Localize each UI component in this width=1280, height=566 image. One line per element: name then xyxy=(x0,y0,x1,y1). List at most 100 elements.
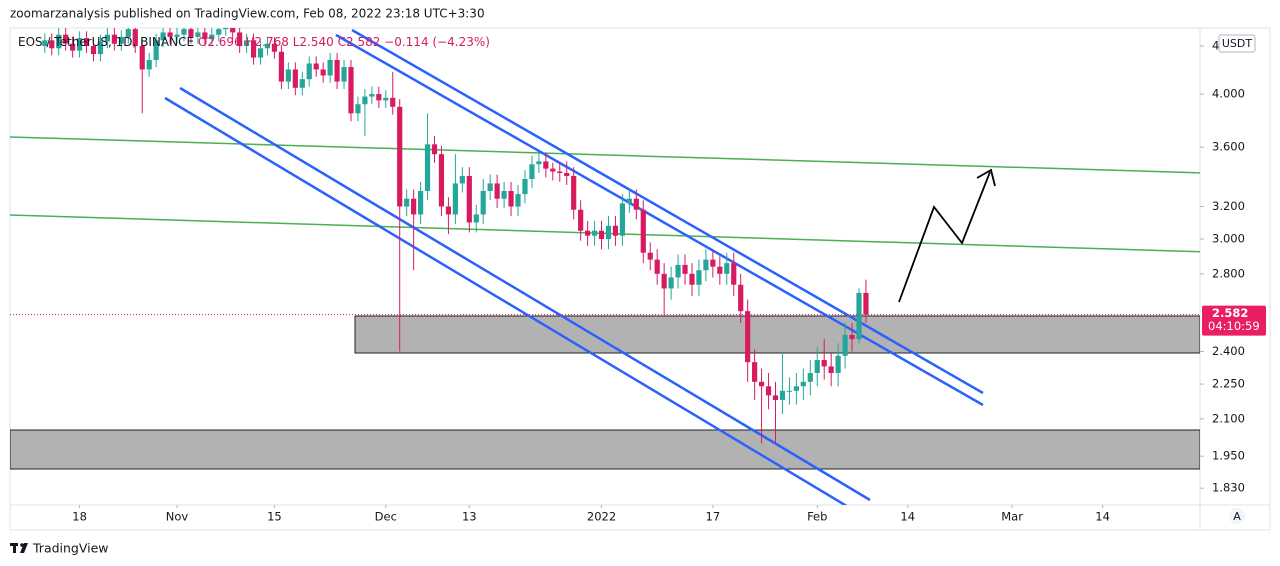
candle-body xyxy=(557,171,563,174)
candle-body xyxy=(529,164,535,179)
candle-body xyxy=(522,178,528,195)
candle-body xyxy=(376,94,382,101)
y-tick-label: 2.800 xyxy=(1212,266,1245,280)
candle-body xyxy=(90,46,97,55)
candle-body xyxy=(341,67,347,82)
zone xyxy=(354,315,1200,354)
candle-body xyxy=(327,59,333,76)
candle-body xyxy=(216,29,222,35)
candle-body xyxy=(696,270,702,285)
x-tick-label: Mar xyxy=(1001,510,1023,524)
candle-body xyxy=(299,79,305,88)
candle-body xyxy=(758,381,765,387)
candle-body xyxy=(661,273,667,289)
candle-body xyxy=(56,34,62,49)
candle-body xyxy=(536,161,542,165)
frame xyxy=(9,27,1271,531)
candle-body xyxy=(473,214,479,223)
candle-body xyxy=(765,386,772,396)
x-tick-label: 15 xyxy=(267,510,282,524)
legend-low: L2.540 xyxy=(293,35,334,49)
candle-body xyxy=(118,36,124,44)
y-tick-label: 2.250 xyxy=(1212,377,1245,391)
candle-body xyxy=(842,334,848,356)
candle-body xyxy=(487,183,493,192)
footer-brand: TradingView xyxy=(32,541,109,556)
candle-body xyxy=(807,372,813,382)
x-tick-label: 13 xyxy=(462,510,477,524)
candle-body xyxy=(438,154,445,207)
y-tick-label: 3.600 xyxy=(1212,140,1245,154)
candle-body xyxy=(647,252,653,260)
candle-body xyxy=(424,144,431,192)
y-tick-label: 3.200 xyxy=(1212,199,1245,213)
auto-scale-button[interactable] xyxy=(1229,508,1245,524)
candle-body xyxy=(779,390,786,400)
y-tick-label: 4.000 xyxy=(1212,87,1245,101)
channel-line xyxy=(351,28,984,395)
candle-body xyxy=(285,69,291,82)
candle-body xyxy=(160,32,166,41)
candle-body xyxy=(738,284,744,312)
x-tick-label: Feb xyxy=(807,510,827,524)
candle-body xyxy=(306,63,312,80)
logo xyxy=(10,543,28,553)
candle-body xyxy=(828,366,834,373)
candle-body xyxy=(501,191,507,199)
logo-mark xyxy=(20,543,28,553)
candle-body xyxy=(411,198,417,215)
candle-body xyxy=(355,104,361,114)
candle-body xyxy=(174,34,180,37)
candle-body xyxy=(397,106,403,207)
candle-body xyxy=(772,395,779,400)
projection-arrow xyxy=(898,171,991,303)
legend-change: −0.114 (−4.23%) xyxy=(384,35,490,49)
candle-body xyxy=(835,355,841,373)
candle-body xyxy=(209,34,215,40)
candle-body xyxy=(480,191,486,215)
candle-body xyxy=(181,29,187,35)
candle-body xyxy=(167,32,173,37)
candle-body xyxy=(195,32,201,37)
candle-body xyxy=(654,259,660,274)
candle-body xyxy=(578,209,584,231)
channel-line xyxy=(335,33,984,407)
y-tick-label: 3.000 xyxy=(1212,232,1245,246)
candle-body xyxy=(710,259,716,267)
candle-body xyxy=(383,97,389,101)
channel-line xyxy=(179,86,871,502)
candle-body xyxy=(292,69,298,88)
x-tick-label: Dec xyxy=(375,510,397,524)
x-tick-label: Nov xyxy=(166,510,189,524)
candle-body xyxy=(188,29,194,37)
channel-line xyxy=(164,96,848,505)
last-price-label: 2.582 xyxy=(1212,306,1248,320)
candle-body xyxy=(431,144,438,155)
candle-body xyxy=(724,263,730,274)
countdown: 04:10:59 xyxy=(1208,319,1260,333)
candle-body xyxy=(668,277,674,289)
candle-body xyxy=(508,191,514,207)
candle-body xyxy=(585,230,591,236)
candle-body xyxy=(320,69,326,76)
candle-body xyxy=(591,230,598,236)
candle-body xyxy=(390,97,396,107)
candle-body xyxy=(70,43,76,51)
candle-body xyxy=(132,29,138,47)
candle-body xyxy=(257,48,264,58)
currency: USDT xyxy=(1222,37,1253,50)
candle-body xyxy=(244,40,250,47)
candle-body xyxy=(814,359,820,373)
candle-body xyxy=(717,266,723,274)
candle-body xyxy=(731,263,737,285)
trend-line xyxy=(10,136,1200,174)
candle-body xyxy=(564,173,570,176)
candle-body xyxy=(417,191,424,215)
currency-badge[interactable] xyxy=(1218,34,1256,53)
candle-body xyxy=(605,225,612,240)
chart-title: zoomarzanalysis published on TradingView… xyxy=(10,7,485,21)
candle-body xyxy=(612,225,619,236)
candle-body xyxy=(334,59,340,82)
candle-body xyxy=(83,38,90,47)
